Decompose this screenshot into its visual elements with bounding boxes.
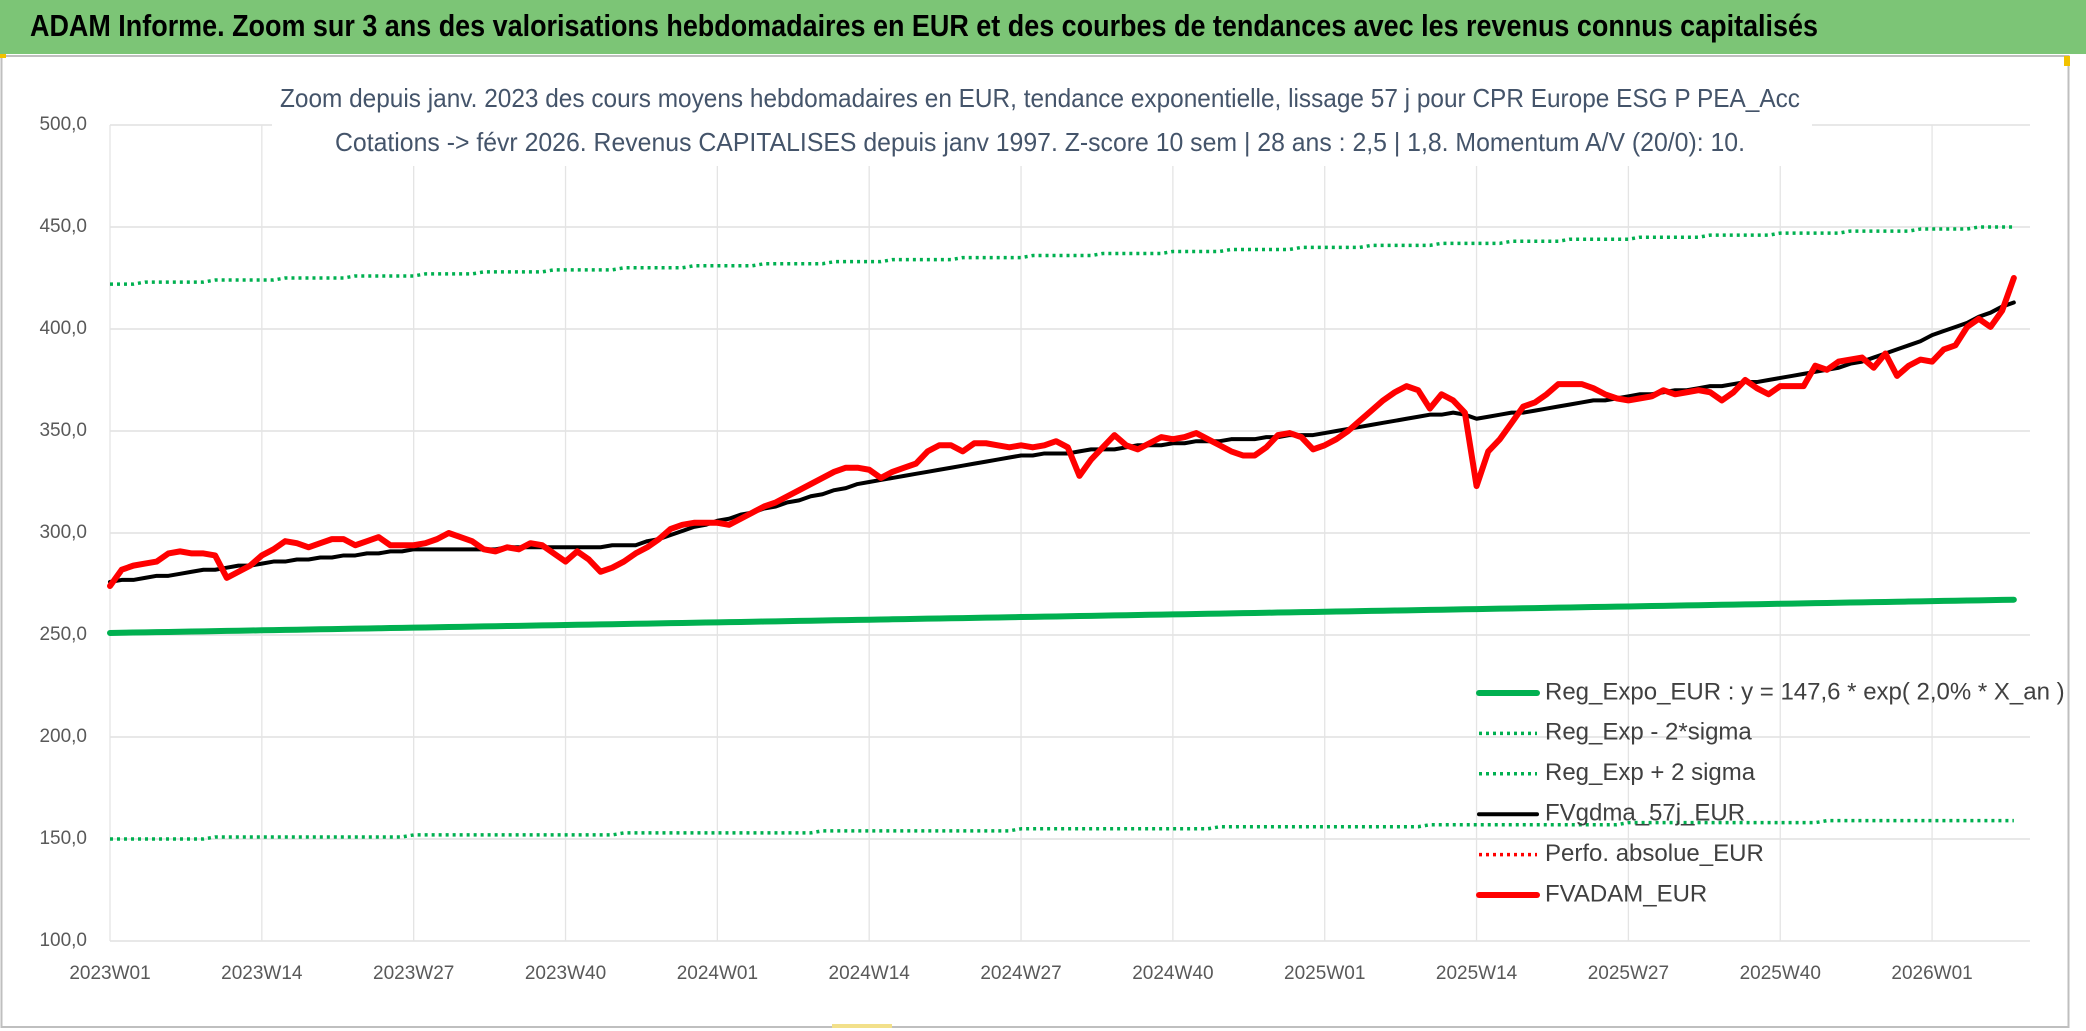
x-tick-label: 2024W40 — [1132, 963, 1213, 984]
y-tick-label: 450,0 — [39, 216, 87, 237]
frame-accent — [2064, 56, 2070, 66]
header-title: ADAM Informe. Zoom sur 3 ans des valoris… — [30, 8, 1818, 43]
y-tick-label: 500,0 — [39, 114, 87, 135]
series-line — [110, 818, 2014, 841]
frame-accent — [832, 1024, 892, 1028]
legend-label: FVgdma_57j_EUR — [1545, 800, 1745, 827]
frame-accent — [0, 54, 6, 58]
title-background — [272, 78, 1812, 166]
series-line — [110, 225, 2014, 286]
series-line — [107, 275, 2017, 590]
x-tick-label: 2023W40 — [525, 963, 606, 984]
y-tick-label: 400,0 — [39, 318, 87, 339]
series-line — [107, 596, 2017, 636]
legend-label: Perfo. absolue_EUR — [1545, 840, 1764, 867]
x-tick-label: 2023W27 — [373, 963, 454, 984]
x-tick-label: 2023W14 — [221, 963, 303, 984]
x-tick-label: 2025W27 — [1588, 963, 1669, 984]
y-tick-label: 250,0 — [39, 624, 87, 645]
x-tick-label: 2023W01 — [69, 963, 150, 984]
legend: Reg_Expo_EUR : y = 147,6 * exp( 2,0% * X… — [1476, 678, 2065, 907]
x-tick-label: 2025W01 — [1284, 963, 1365, 984]
y-tick-label: 350,0 — [39, 420, 87, 441]
chart-title: Zoom depuis janv. 2023 des cours moyens … — [280, 83, 1800, 113]
x-tick-label: 2024W01 — [677, 963, 758, 984]
y-tick-label: 200,0 — [39, 726, 87, 747]
y-tick-label: 100,0 — [39, 930, 87, 951]
header-bar — [0, 0, 2086, 54]
y-tick-label: 150,0 — [39, 828, 87, 849]
plot-area — [107, 225, 2017, 841]
x-tick-label: 2024W27 — [980, 963, 1061, 984]
x-tick-label: 2024W14 — [829, 963, 911, 984]
legend-label: Reg_Exp - 2*sigma — [1545, 719, 1752, 746]
legend-label: Reg_Exp + 2 sigma — [1545, 759, 1756, 786]
x-tick-label: 2026W01 — [1891, 963, 1972, 984]
y-tick-label: 300,0 — [39, 522, 87, 543]
chart-frame — [0, 55, 2070, 1028]
x-tick-label: 2025W40 — [1740, 963, 1821, 984]
chart-subtitle: Cotations -> févr 2026. Revenus CAPITALI… — [335, 127, 1745, 157]
x-tick-label: 2025W14 — [1436, 963, 1518, 984]
legend-label: FVADAM_EUR — [1545, 880, 1707, 907]
legend-label: Reg_Expo_EUR : y = 147,6 * exp( 2,0% * X… — [1545, 678, 2065, 705]
